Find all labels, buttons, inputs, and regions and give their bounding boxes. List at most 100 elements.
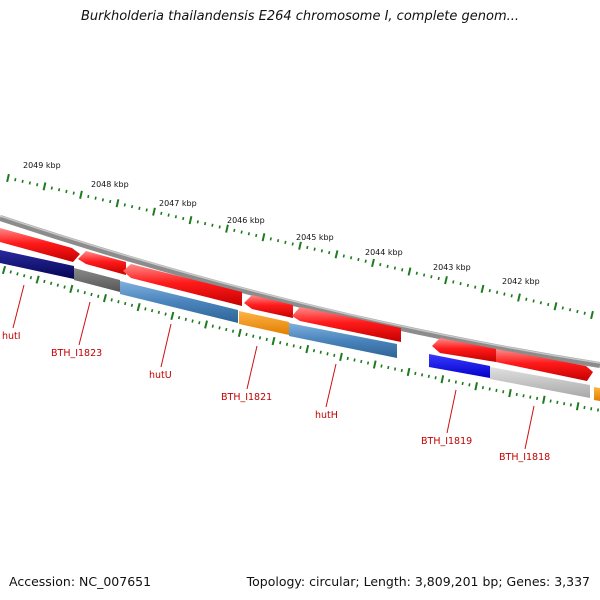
forward-gene-1 bbox=[0, 228, 80, 262]
inner-tick bbox=[474, 382, 478, 391]
inner-tick bbox=[393, 367, 397, 371]
outer-tick bbox=[130, 204, 134, 209]
outer-tick bbox=[240, 230, 243, 234]
outer-tick bbox=[167, 213, 170, 217]
gene-label: BTH_I1819 bbox=[421, 436, 472, 447]
outer-tick bbox=[386, 264, 389, 269]
inner-tick bbox=[380, 364, 383, 368]
outer-tick bbox=[590, 310, 594, 320]
inner-tick bbox=[508, 388, 512, 398]
inner-tick bbox=[569, 403, 572, 407]
outer-tick bbox=[225, 224, 229, 233]
reverse-gene-BTH_I1821 bbox=[239, 311, 289, 335]
inner-tick bbox=[448, 378, 451, 383]
reverse-gene-BTH_I1818 bbox=[490, 367, 590, 398]
outer-tick bbox=[320, 249, 324, 253]
outer-tick bbox=[342, 254, 345, 258]
scale-label: 2047 kbp bbox=[159, 199, 197, 208]
inner-tick bbox=[265, 337, 268, 342]
inner-tick bbox=[468, 383, 471, 387]
forward-strand-features bbox=[0, 228, 593, 381]
outer-tick bbox=[218, 225, 221, 229]
inner-tick bbox=[204, 320, 208, 329]
outer-tick bbox=[14, 178, 17, 182]
inner-tick bbox=[305, 344, 310, 354]
outer-tick bbox=[488, 288, 491, 293]
outer-tick bbox=[517, 293, 521, 302]
inner-tick bbox=[130, 303, 134, 307]
gene-label: BTH_I1823 bbox=[51, 348, 102, 359]
inner-tick bbox=[535, 396, 539, 401]
inner-tick bbox=[596, 408, 600, 412]
inner-tick bbox=[49, 281, 53, 285]
outer-tick bbox=[547, 302, 550, 307]
scale-label: 2042 kbp bbox=[502, 277, 540, 286]
outer-tick bbox=[72, 191, 75, 195]
reverse-gene-hutH bbox=[289, 323, 397, 358]
outer-tick bbox=[576, 309, 579, 314]
inner-tick bbox=[124, 301, 127, 306]
inner-tick bbox=[461, 381, 464, 386]
inner-tick bbox=[542, 395, 546, 404]
inner-tick bbox=[16, 272, 19, 276]
inner-tick bbox=[400, 368, 403, 373]
outer-tick bbox=[276, 238, 280, 243]
inner-tick bbox=[184, 317, 187, 321]
inner-tick bbox=[481, 386, 485, 390]
outer-tick bbox=[313, 247, 316, 251]
inner-tick bbox=[440, 375, 445, 384]
inner-tick bbox=[346, 356, 349, 361]
inner-tick bbox=[515, 392, 518, 397]
scale-label: 2045 kbp bbox=[296, 233, 334, 242]
inner-tick bbox=[97, 294, 100, 298]
inner-tick bbox=[353, 358, 356, 362]
outer-tick bbox=[525, 297, 528, 301]
outer-tick bbox=[123, 203, 126, 207]
inner-tick bbox=[170, 311, 175, 320]
forward-gene-2 bbox=[78, 251, 126, 275]
inner-tick bbox=[292, 344, 295, 348]
outer-tick bbox=[109, 199, 112, 204]
outer-tick bbox=[233, 228, 236, 233]
outer-tick bbox=[430, 275, 433, 279]
reverse-gene-BTH_I1819 bbox=[429, 354, 490, 378]
inner-tick bbox=[29, 276, 33, 280]
outer-tick bbox=[269, 237, 272, 241]
inner-tick bbox=[110, 298, 113, 302]
gene-label-leader bbox=[325, 363, 337, 408]
scale-label: 2049 kbp bbox=[23, 161, 61, 170]
scale-label: 2043 kbp bbox=[433, 263, 471, 272]
inner-tick bbox=[218, 326, 221, 330]
inner-tick bbox=[299, 345, 302, 350]
inner-tick bbox=[406, 367, 411, 377]
reverse-gene-hutU bbox=[120, 281, 238, 323]
outer-tick bbox=[328, 250, 331, 255]
outer-tick bbox=[349, 256, 353, 260]
reverse-gene-edge bbox=[594, 387, 600, 401]
inner-tick bbox=[83, 290, 86, 295]
map-title: Burkholderia thailandensis E264 chromoso… bbox=[80, 9, 520, 24]
gene-label-leader bbox=[524, 405, 535, 450]
scale-label: 2044 kbp bbox=[365, 248, 403, 257]
outer-tick bbox=[459, 282, 462, 286]
outer-tick bbox=[188, 216, 193, 225]
outer-tick bbox=[160, 211, 163, 216]
outer-tick bbox=[583, 311, 586, 315]
inner-tick bbox=[333, 353, 336, 357]
inner-tick bbox=[258, 336, 262, 340]
gene-label: BTH_I1818 bbox=[499, 452, 550, 463]
inner-scale-ticks bbox=[1, 265, 600, 412]
inner-tick bbox=[372, 360, 377, 369]
outer-tick bbox=[357, 257, 360, 262]
inner-tick bbox=[312, 349, 316, 353]
outer-tick bbox=[539, 301, 543, 305]
outer-tick bbox=[36, 183, 39, 187]
inner-tick bbox=[76, 289, 80, 293]
inner-tick bbox=[529, 395, 532, 399]
outer-tick bbox=[28, 181, 32, 185]
inner-tick bbox=[102, 293, 107, 303]
gene-label: hutH bbox=[315, 410, 338, 421]
inner-tick bbox=[211, 324, 214, 328]
